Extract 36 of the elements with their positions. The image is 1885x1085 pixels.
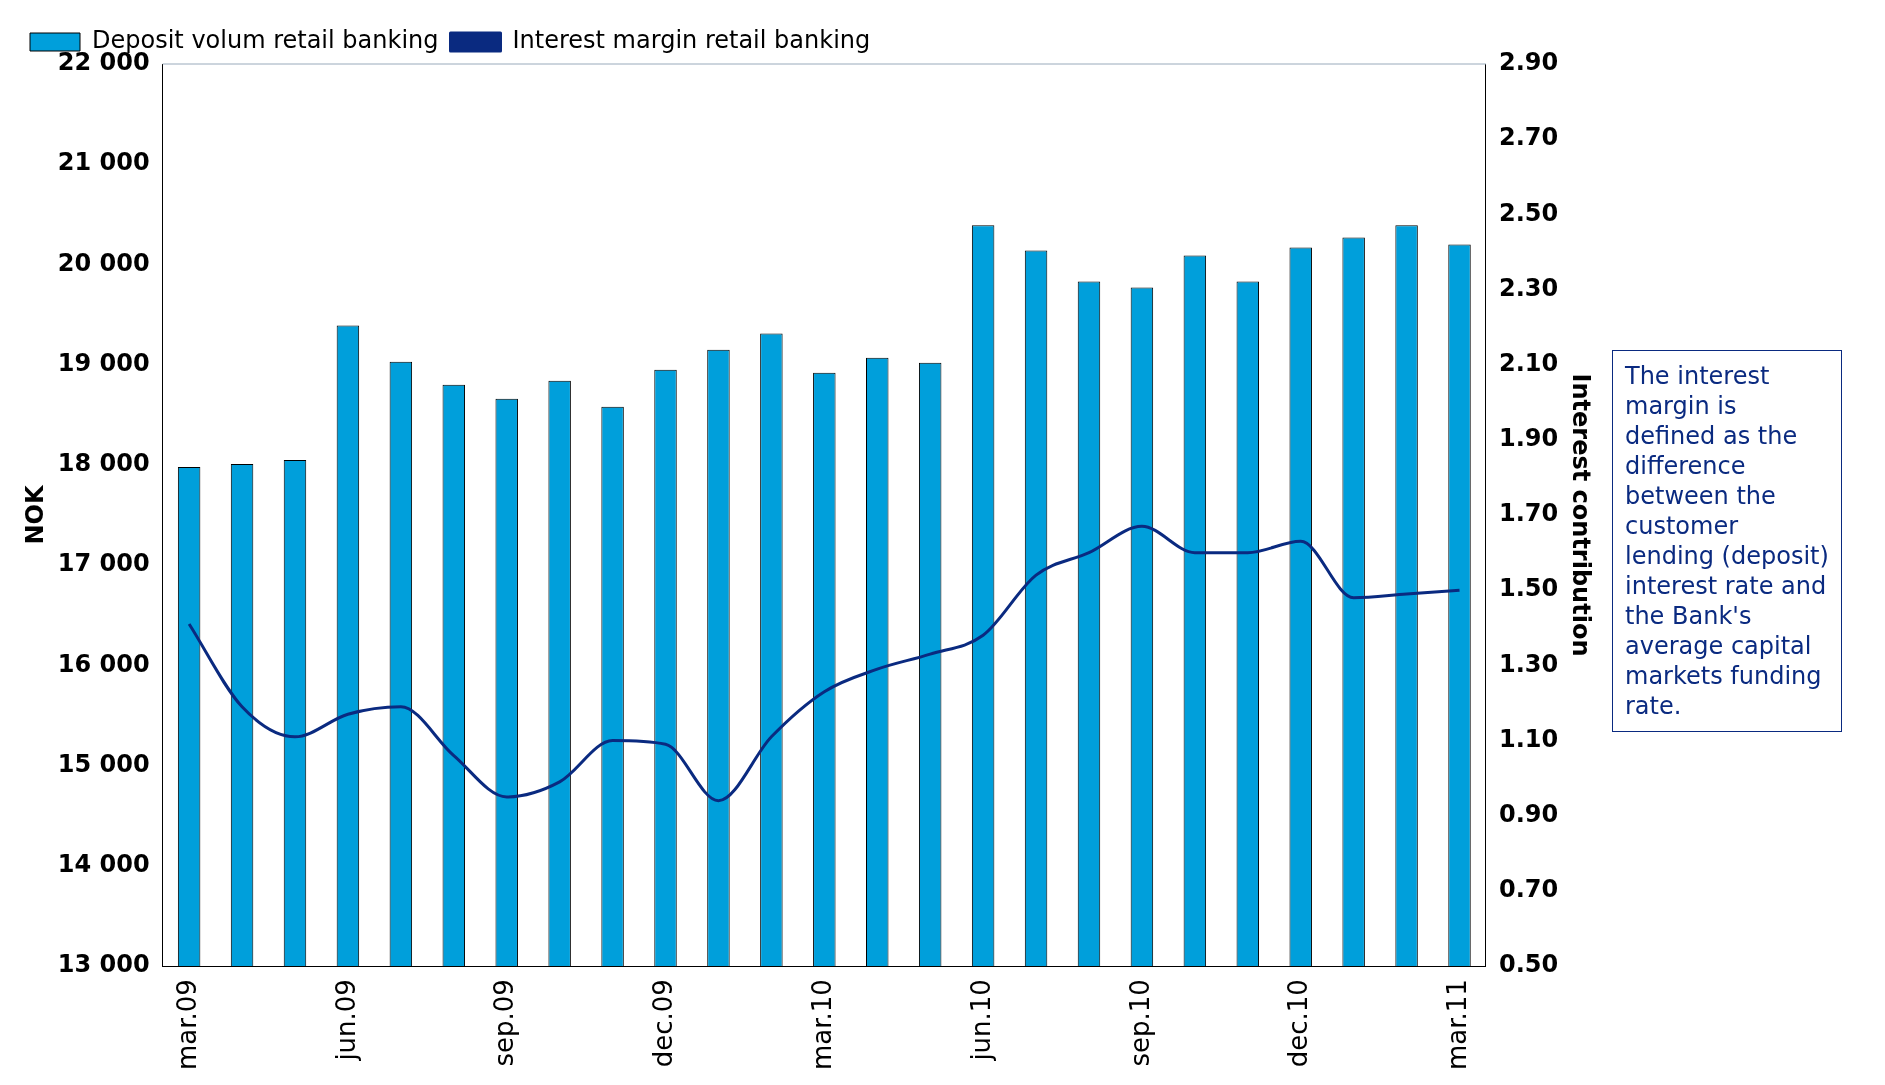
y-tick-label: 15 000 [57, 749, 150, 778]
y2-axis-title: Interest contribution [1567, 373, 1596, 657]
legend-label: Interest margin retail banking [512, 26, 871, 55]
y-tick-label: 21 000 [57, 148, 150, 177]
y2-tick-label: 2.30 [1498, 273, 1559, 302]
x-tick-label: jun.09 [330, 979, 361, 1062]
x-tick-label: jun.10 [965, 979, 996, 1062]
x-tick-label: dec.09 [648, 979, 679, 1068]
x-tick-label: mar.10 [807, 979, 838, 1071]
x-tick-label: dec.10 [1283, 979, 1314, 1068]
text: The interest margin is defined as the difference between the customer lending (deposit) interest rate and the Bank's average capital markets funding rate. [1625, 361, 1829, 720]
y-tick-label: 20 000 [57, 248, 150, 277]
y2-tick-label: 0.50 [1498, 950, 1559, 979]
y2-tick-label: 2.90 [1498, 48, 1559, 77]
y-tick-label: 17 000 [57, 549, 150, 578]
y-tick-label: 13 000 [57, 950, 150, 979]
y-axis-title: NOK [20, 484, 49, 545]
y2-tick-label: 1.30 [1498, 649, 1559, 678]
y2-tick-label: 2.50 [1498, 198, 1559, 227]
y2-tick-label: 2.70 [1498, 123, 1559, 152]
y2-tick-label: 1.10 [1498, 724, 1559, 753]
y2-tick-label: 1.90 [1498, 424, 1559, 453]
y-tick-label: 18 000 [57, 449, 150, 478]
y-tick-label: 16 000 [57, 649, 150, 678]
y2-tick-label: 0.90 [1498, 799, 1559, 828]
x-tick-label: mar.09 [171, 979, 202, 1071]
line-series [187, 524, 1462, 803]
y2-tick-label: 2.10 [1498, 348, 1559, 377]
y2-tick-label: 1.50 [1498, 574, 1559, 603]
y-tick-label: 19 000 [57, 348, 150, 377]
x-tick-label: mar.11 [1442, 979, 1473, 1071]
x-tick-label: sep.09 [489, 979, 520, 1067]
y-tick-label: 14 000 [57, 850, 150, 879]
x-tick-label: sep.10 [1124, 979, 1155, 1067]
y2-tick-label: 1.70 [1498, 499, 1559, 528]
y2-tick-label: 0.70 [1498, 875, 1559, 904]
